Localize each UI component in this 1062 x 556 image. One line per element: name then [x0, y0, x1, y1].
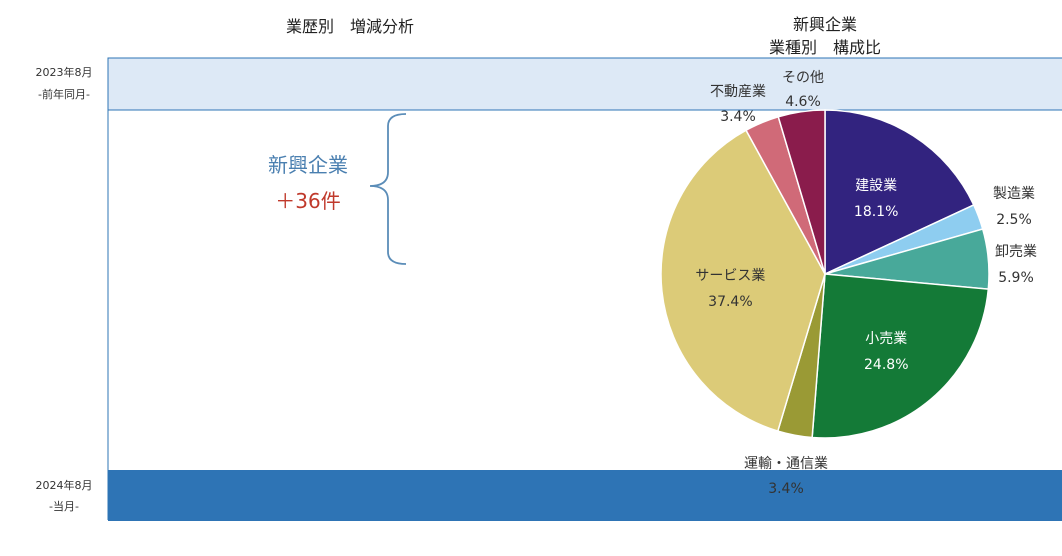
pie-slice-name-label: 卸売業 [995, 244, 1037, 260]
pie-slice-value-label: 3.4% [768, 481, 804, 497]
pie-chart: 新興企業 業種別 構成比 建設業 18.1% 製造業 2.5% 卸売業 5.9% 小売業 24… [660, 15, 1037, 497]
start-bar [107, 57, 1062, 111]
pie-slice-name-label: 不動産業 [710, 84, 766, 100]
pie-title-line2: 業種別 構成比 [769, 38, 881, 57]
annotation-bracket [369, 113, 407, 265]
pie-slice-name-label: 製造業 [993, 186, 1035, 202]
pie-slice [811, 273, 990, 439]
annotation-title: 新興企業 [268, 153, 348, 177]
end-period-label: -当月- [49, 499, 79, 513]
pie-slice-value-label: 2.5% [996, 212, 1032, 228]
pie-slice-name-label: 運輸・通信業 [744, 456, 828, 472]
end-date-label: 2024年8月 [36, 478, 93, 492]
start-period-label: -前年同月- [38, 87, 90, 101]
pie-slice-value-label: 4.6% [785, 94, 821, 110]
end-bar [108, 470, 1062, 521]
pie-slice-name-label: サービス業 [695, 268, 765, 284]
pie-slice-value-label: 5.9% [998, 270, 1034, 286]
pie-slice-value-label: 37.4% [708, 294, 752, 310]
pie-slice [824, 109, 975, 276]
pie-slice-value-label: 3.4% [720, 109, 756, 125]
pie-slice-value-label: 24.8% [864, 357, 908, 373]
waterfall-chart: 業歴別 増減分析 2023年8月 -前年同月- 2024年8月 -当月- 742… [36, 17, 1062, 521]
waterfall-marks: 7423年未満125年未満010年未満2415年未満-620年未満-2030年未… [107, 57, 1062, 521]
pie-slice-name-label: その他 [782, 70, 824, 86]
pie-slice-name-label: 建設業 [855, 178, 897, 194]
start-date-label: 2023年8月 [36, 65, 93, 79]
annotation-total: ＋36件 [275, 189, 340, 213]
pie-marks: 建設業 18.1% 製造業 2.5% 卸売業 5.9% 小売業 24.8% 運輸・通信業 3.4%… [660, 70, 1037, 497]
pie-slice [660, 129, 826, 432]
pie-slice-name-label: 小売業 [865, 331, 907, 347]
pie-slice [777, 109, 826, 275]
pie-slice-value-label: 18.1% [854, 204, 898, 220]
waterfall-title: 業歴別 増減分析 [286, 17, 414, 36]
pie-title-line1: 新興企業 [793, 15, 857, 34]
